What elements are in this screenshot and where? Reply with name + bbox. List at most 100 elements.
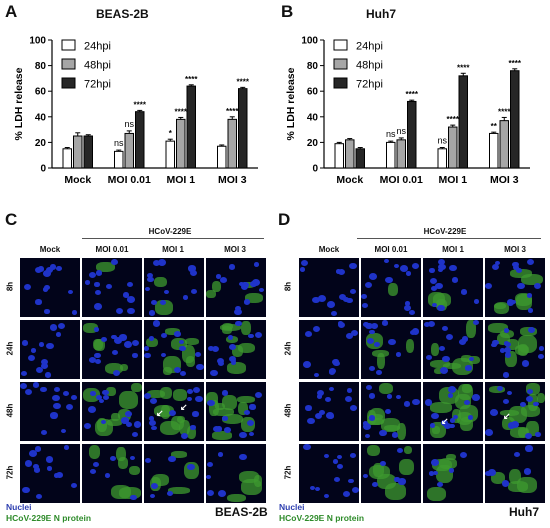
nucleus [503,347,511,354]
nucleus [112,350,119,356]
nucleus [364,433,370,438]
nucleus [104,473,110,478]
arrow-icon: ↙ [180,401,188,412]
nucleus [521,360,530,367]
nucleus [485,282,493,289]
micrograph-tile-24h-1 [361,320,421,379]
n-protein-signal [83,322,99,333]
bar-24hpi-0 [62,148,72,169]
nucleus [121,417,129,424]
nucleus [412,398,420,406]
x-tick-label: MOI 1 [438,174,467,186]
micrograph-tile-24h-3 [206,320,266,379]
y-tick-label: 40 [307,112,319,123]
cell-line-label: BEAS-2B [215,505,268,519]
nucleus [452,414,458,420]
significance-label: ns [124,119,134,129]
nucleus [246,420,254,427]
group-label: HCoV-229E [423,227,467,236]
nucleus [411,328,420,335]
nucleus [41,363,48,370]
nucleus [364,282,372,289]
nucleus [84,280,90,285]
nucleus [100,419,107,425]
nucleus [35,299,42,305]
n-protein-signal [119,363,128,372]
nucleus [366,385,373,390]
x-tick-label: MOI 3 [490,174,519,186]
x-tick-label: MOI 1 [166,174,195,186]
micrograph-tile-24h-2 [423,320,483,379]
n-protein-signal [493,301,510,315]
y-tick-label: 20 [35,138,47,149]
panel-letter-b: B [281,2,294,21]
nucleus [449,264,457,272]
legend-swatch-72hpi [61,77,76,89]
n-protein-signal [213,407,235,416]
x-tick-label: Mock [64,174,91,186]
nucleus [538,346,545,351]
nucleus [206,475,212,480]
nucleus [442,355,451,363]
nucleus [157,259,166,266]
row-label-24h: 24h [5,341,15,356]
n-protein-signal [107,419,123,426]
nucleus [374,342,380,348]
legend-label-24hpi: 24hpi [84,41,111,53]
n-protein-signal [211,431,233,440]
group-line [357,238,541,239]
nucleus [94,303,103,310]
legend-label-48hpi: 48hpi [84,60,111,72]
nucleus [487,469,496,476]
nucleus [465,365,472,371]
nucleus [99,398,105,404]
n-protein-signal [387,283,398,297]
nucleus [496,385,504,391]
nucleus [211,345,220,352]
nucleus [387,338,396,346]
x-tick-label: MOI 3 [218,174,247,186]
bar-48hpi-3 [499,120,509,169]
micrograph-tile-24h-0 [299,320,359,379]
n-protein-signal [154,277,167,288]
n-protein-signal [105,386,116,396]
nucleus [123,341,132,348]
n-protein-signal [117,456,129,469]
n-protein-signal [432,426,441,435]
n-protein-signal [206,392,218,406]
n-protein-signal [244,293,264,304]
nucleus [125,411,133,418]
y-axis-label: % LDH release [285,67,297,140]
bar-24hpi-2 [437,148,447,169]
nucleus [393,263,400,269]
bar-48hpi-3 [227,118,237,169]
nucleus [433,470,439,476]
n-protein-signal [211,281,221,292]
nucleus [95,394,102,400]
row-label-24h: 24h [283,341,293,356]
nucleus [235,320,242,327]
n-protein-signal [164,328,181,335]
nucleus [404,301,411,306]
nucleus [520,402,527,408]
nucleus [473,298,480,304]
micrograph-tile-8h-1 [361,258,421,317]
significance-label: **** [406,90,419,99]
nucleus [190,288,198,295]
nucleus [472,393,481,401]
nucleus [431,459,439,466]
nucleus [460,288,468,295]
n-protein-signal [173,388,187,401]
nucleus [235,305,242,312]
nucleus [36,367,44,374]
n-protein-signal [159,420,181,436]
nucleus [55,332,62,338]
nucleus [503,340,510,346]
n-protein-signal [222,325,233,334]
micrograph-tile-72h-0 [299,444,359,503]
n-protein-signal [517,335,538,353]
significance-label: **** [498,107,511,116]
nucleus [129,455,136,461]
nucleus [94,282,100,287]
nucleus [239,431,248,439]
